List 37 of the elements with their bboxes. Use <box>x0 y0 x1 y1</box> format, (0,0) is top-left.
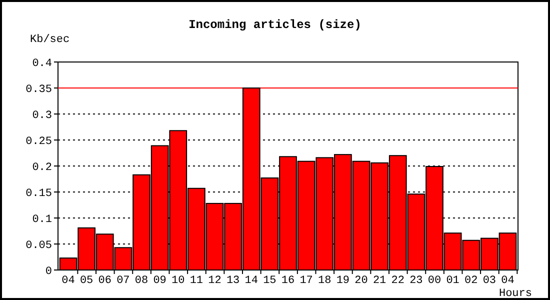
y-tick-label: 0.1 <box>32 214 52 226</box>
x-tick-label: 10 <box>172 275 185 287</box>
y-axis-title: Kb/sec <box>30 34 70 46</box>
x-tick-label: 14 <box>244 275 258 287</box>
chart-title: Incoming articles (size) <box>188 18 362 32</box>
x-tick-label: 13 <box>226 275 240 287</box>
x-tick-label: 04 <box>62 275 76 287</box>
x-tick-label: 19 <box>336 275 350 287</box>
y-tick-label: 0.05 <box>26 240 52 252</box>
x-tick-label: 05 <box>80 275 94 287</box>
y-tick-label: 0.15 <box>26 188 52 200</box>
x-tick-label: 20 <box>354 275 368 287</box>
x-tick-label: 17 <box>300 275 313 287</box>
y-tick-label: 0.3 <box>32 110 52 122</box>
x-tick-label: 04 <box>501 275 515 287</box>
x-tick-label: 09 <box>153 275 166 287</box>
y-tick-label: 0.4 <box>32 58 52 70</box>
x-tick-label: 21 <box>372 275 387 287</box>
x-tick-label: 01 <box>446 275 460 287</box>
x-tick-label: 11 <box>190 275 204 287</box>
x-tick-label: 16 <box>281 275 295 287</box>
y-tick-label: 0.25 <box>26 136 52 148</box>
x-tick-label: 22 <box>391 275 404 287</box>
y-tick-label: 0.35 <box>26 84 52 96</box>
x-axis-title: Hours <box>498 288 532 300</box>
x-tick-label: 07 <box>116 275 130 287</box>
x-tick-label: 00 <box>428 275 442 287</box>
x-tick-label: 06 <box>98 275 112 287</box>
x-tick-label: 03 <box>482 275 496 287</box>
x-tick-label: 12 <box>208 275 222 287</box>
x-tick-label: 18 <box>318 275 332 287</box>
x-tick-label: 23 <box>410 275 423 287</box>
x-tick-label: 15 <box>263 275 276 287</box>
y-tick-label: 0 <box>45 266 52 278</box>
y-tick-label: 0.2 <box>32 162 52 174</box>
x-tick-label: 08 <box>134 275 148 287</box>
x-tick-label: 02 <box>464 275 478 287</box>
